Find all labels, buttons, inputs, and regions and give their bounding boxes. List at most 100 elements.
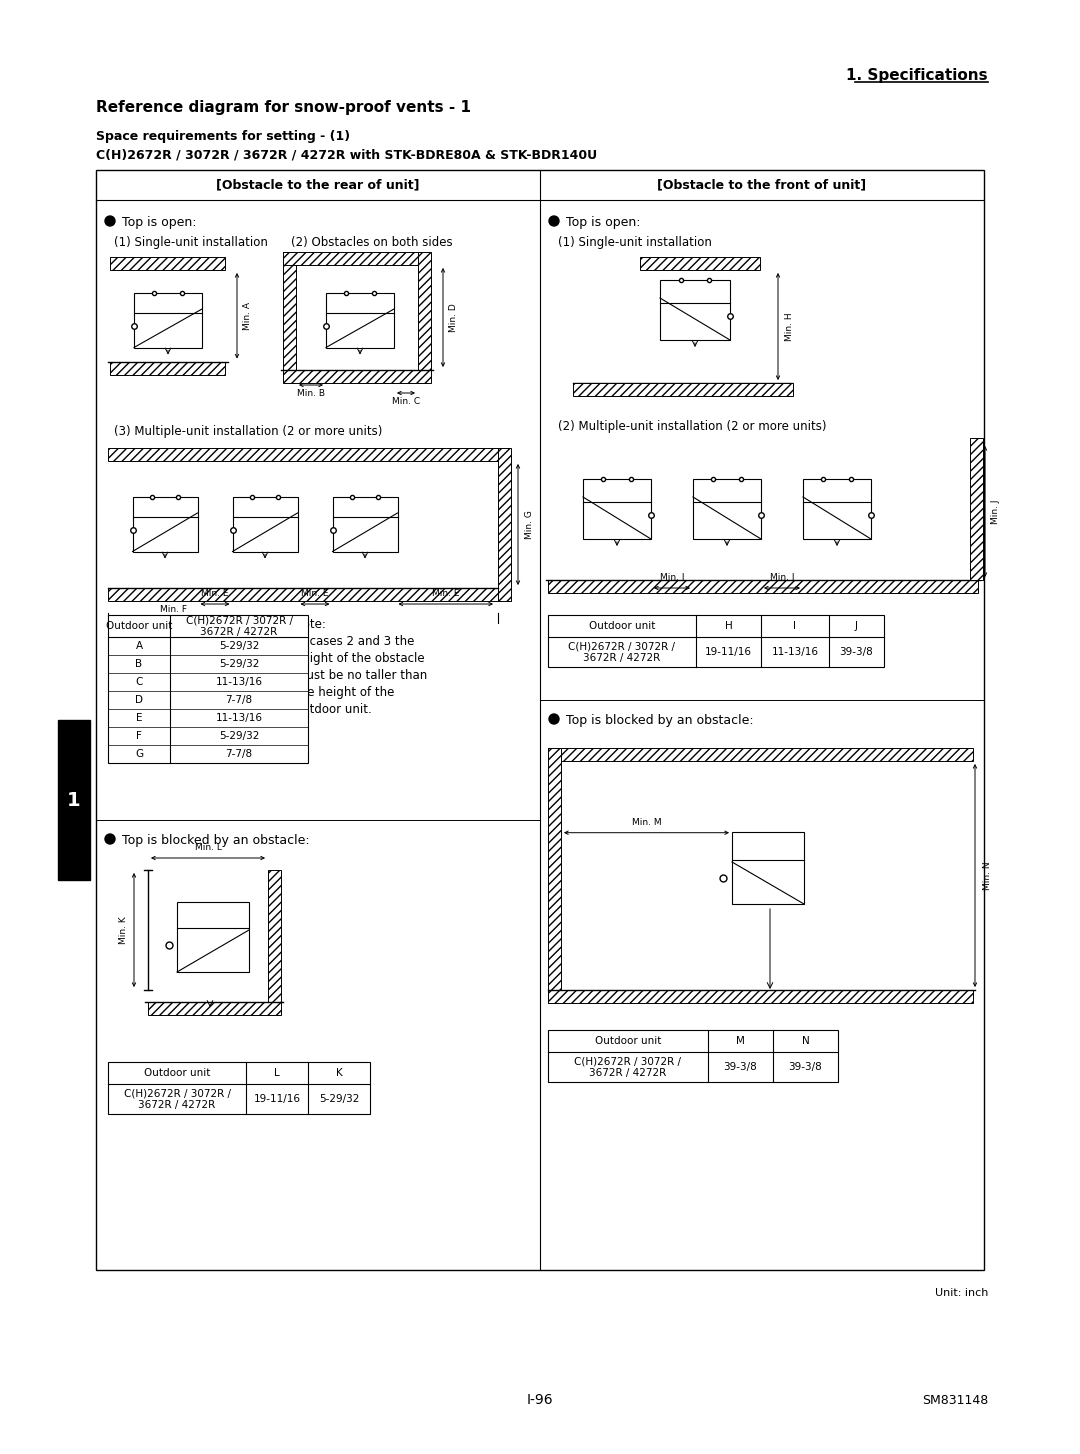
Text: Min. E: Min. E bbox=[432, 589, 459, 599]
Bar bbox=[548, 580, 978, 593]
Text: 5-29/32: 5-29/32 bbox=[219, 731, 259, 742]
Text: (1) Single-unit installation: (1) Single-unit installation bbox=[114, 236, 268, 249]
Text: 39-3/8: 39-3/8 bbox=[724, 1061, 757, 1072]
Text: Min. C: Min. C bbox=[392, 397, 420, 406]
Bar bbox=[96, 170, 984, 1269]
Text: Min. A: Min. A bbox=[243, 302, 252, 330]
Text: J: J bbox=[855, 621, 858, 631]
Text: D: D bbox=[135, 695, 143, 705]
Text: (2) Multiple-unit installation (2 or more units): (2) Multiple-unit installation (2 or mor… bbox=[558, 420, 826, 433]
Text: B: B bbox=[135, 659, 143, 669]
Text: L: L bbox=[274, 1069, 280, 1077]
Bar bbox=[418, 252, 431, 369]
Text: 19-11/16: 19-11/16 bbox=[254, 1093, 300, 1104]
Text: Outdoor unit: Outdoor unit bbox=[595, 1037, 661, 1045]
Text: Space requirements for setting - (1): Space requirements for setting - (1) bbox=[96, 129, 350, 142]
Bar bbox=[333, 496, 397, 551]
Text: 39-3/8: 39-3/8 bbox=[839, 647, 874, 657]
Circle shape bbox=[549, 217, 559, 225]
Bar bbox=[693, 478, 761, 539]
Text: Min. D: Min. D bbox=[448, 302, 458, 332]
Bar bbox=[110, 362, 225, 375]
Text: C(H)2672R / 3072R /
3672R / 4272R: C(H)2672R / 3072R / 3672R / 4272R bbox=[568, 641, 675, 663]
Bar bbox=[326, 292, 394, 348]
Circle shape bbox=[549, 714, 559, 724]
Bar bbox=[548, 747, 561, 1003]
Text: I-96: I-96 bbox=[527, 1393, 553, 1407]
Text: (3) Multiple-unit installation (2 or more units): (3) Multiple-unit installation (2 or mor… bbox=[114, 425, 382, 438]
Text: 11-13/16: 11-13/16 bbox=[216, 678, 262, 686]
Bar bbox=[660, 281, 730, 340]
Bar bbox=[548, 615, 885, 667]
Text: A: A bbox=[135, 641, 143, 651]
Text: Top is blocked by an obstacle:: Top is blocked by an obstacle: bbox=[566, 714, 754, 727]
Text: Top is open:: Top is open: bbox=[566, 217, 640, 228]
Text: 7-7/8: 7-7/8 bbox=[226, 695, 253, 705]
Text: Min. H: Min. H bbox=[785, 313, 795, 340]
Text: (1) Single-unit installation: (1) Single-unit installation bbox=[558, 236, 712, 249]
Bar bbox=[583, 478, 651, 539]
Text: Min. G: Min. G bbox=[525, 510, 534, 539]
Text: C(H)2672R / 3072R /
3672R / 4272R: C(H)2672R / 3072R / 3672R / 4272R bbox=[575, 1056, 681, 1077]
Text: Min. E: Min. E bbox=[301, 589, 328, 599]
Text: C(H)2672R / 3072R / 3672R / 4272R with STK-BDRE80A & STK-BDR140U: C(H)2672R / 3072R / 3672R / 4272R with S… bbox=[96, 148, 597, 161]
Text: Min. I: Min. I bbox=[660, 573, 685, 583]
Text: N: N bbox=[801, 1037, 809, 1045]
Text: K: K bbox=[336, 1069, 342, 1077]
Bar bbox=[283, 252, 418, 265]
Bar bbox=[970, 438, 983, 580]
Bar bbox=[232, 496, 297, 551]
Text: Unit: inch: Unit: inch bbox=[934, 1288, 988, 1298]
Bar bbox=[498, 448, 511, 601]
Bar bbox=[548, 747, 973, 760]
Circle shape bbox=[105, 835, 114, 843]
Text: (2) Obstacles on both sides: (2) Obstacles on both sides bbox=[291, 236, 453, 249]
Text: 5-29/32: 5-29/32 bbox=[319, 1093, 360, 1104]
Bar bbox=[108, 1061, 370, 1114]
Text: 7-7/8: 7-7/8 bbox=[226, 749, 253, 759]
Text: Min. F: Min. F bbox=[160, 605, 187, 614]
Bar bbox=[148, 1002, 281, 1015]
Text: Min. J: Min. J bbox=[991, 499, 1000, 523]
Text: Min. I: Min. I bbox=[770, 573, 794, 583]
Bar bbox=[134, 292, 202, 348]
Bar bbox=[58, 720, 90, 880]
Text: Min. N: Min. N bbox=[983, 861, 991, 890]
Bar bbox=[110, 257, 225, 270]
Text: Top is blocked by an obstacle:: Top is blocked by an obstacle: bbox=[122, 835, 310, 848]
Text: G: G bbox=[135, 749, 143, 759]
Text: Outdoor unit: Outdoor unit bbox=[106, 621, 172, 631]
Text: Min. B: Min. B bbox=[297, 388, 325, 397]
Text: F: F bbox=[136, 731, 141, 742]
Text: 11-13/16: 11-13/16 bbox=[771, 647, 819, 657]
Bar bbox=[133, 496, 198, 551]
Text: 1: 1 bbox=[67, 791, 81, 810]
Text: 1. Specifications: 1. Specifications bbox=[847, 68, 988, 83]
Text: M: M bbox=[737, 1037, 745, 1045]
Bar bbox=[573, 382, 793, 395]
Bar bbox=[548, 1029, 838, 1082]
Text: I: I bbox=[794, 621, 797, 631]
Text: [Obstacle to the front of unit]: [Obstacle to the front of unit] bbox=[658, 179, 866, 192]
Text: E: E bbox=[136, 712, 143, 723]
Bar bbox=[548, 990, 973, 1003]
Bar bbox=[108, 448, 498, 461]
Text: Reference diagram for snow-proof vents - 1: Reference diagram for snow-proof vents -… bbox=[96, 100, 471, 115]
Text: 5-29/32: 5-29/32 bbox=[219, 641, 259, 651]
Bar bbox=[283, 369, 431, 382]
Bar bbox=[108, 587, 498, 601]
Text: Outdoor unit: Outdoor unit bbox=[589, 621, 656, 631]
Circle shape bbox=[105, 217, 114, 225]
Text: C(H)2672R / 3072R /
3672R / 4272R: C(H)2672R / 3072R / 3672R / 4272R bbox=[186, 615, 293, 637]
Text: Min. L: Min. L bbox=[194, 843, 221, 852]
Text: SM831148: SM831148 bbox=[921, 1393, 988, 1406]
Bar bbox=[268, 869, 281, 1002]
Text: H: H bbox=[725, 621, 732, 631]
Text: C(H)2672R / 3072R /
3672R / 4272R: C(H)2672R / 3072R / 3672R / 4272R bbox=[123, 1088, 230, 1109]
Text: 39-3/8: 39-3/8 bbox=[788, 1061, 822, 1072]
Bar bbox=[575, 382, 789, 395]
Bar bbox=[177, 901, 249, 973]
Text: Min. M: Min. M bbox=[632, 819, 661, 827]
Text: 11-13/16: 11-13/16 bbox=[216, 712, 262, 723]
Text: C: C bbox=[135, 678, 143, 686]
